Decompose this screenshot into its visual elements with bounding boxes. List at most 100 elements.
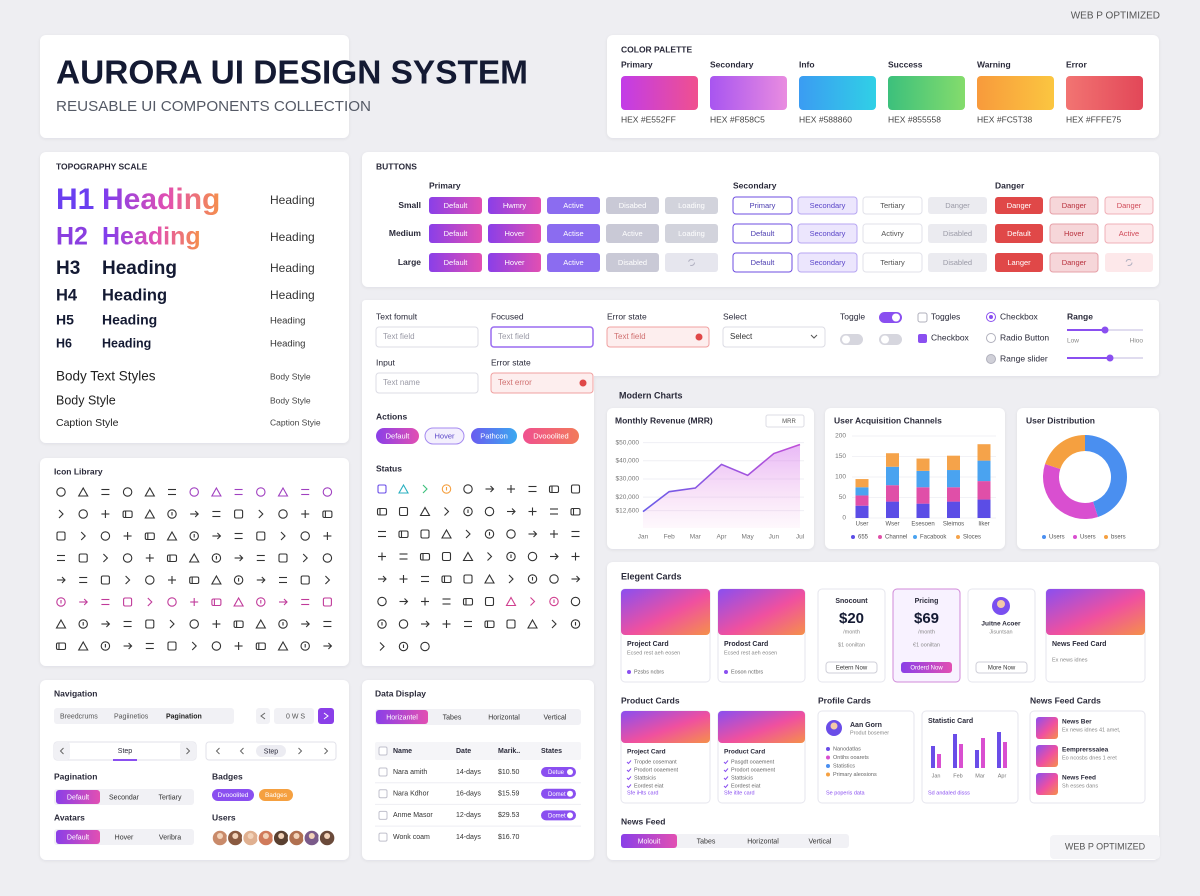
button[interactable] [797, 223, 858, 244]
checkbox[interactable] [918, 334, 927, 343]
breadcrumb[interactable]: Pagination [166, 713, 202, 720]
button-label[interactable]: Active [563, 201, 583, 210]
button[interactable] [732, 196, 793, 215]
tab[interactable]: Horizontal [747, 838, 779, 845]
button-label[interactable]: Default [1007, 229, 1032, 238]
action-pill[interactable] [523, 428, 579, 444]
checkbox[interactable] [378, 810, 388, 820]
tab[interactable]: Default [67, 794, 89, 801]
input[interactable] [606, 326, 710, 348]
button-label[interactable]: Danger [1007, 201, 1032, 210]
input[interactable] [722, 326, 826, 348]
tab-active[interactable] [376, 710, 428, 724]
button-label[interactable]: Disabled [618, 258, 647, 267]
button[interactable] [797, 196, 858, 215]
button[interactable] [862, 252, 923, 273]
button[interactable] [488, 197, 541, 214]
button[interactable] [1049, 223, 1099, 244]
placeholder[interactable]: Select [730, 332, 753, 341]
button[interactable] [606, 197, 659, 214]
tab[interactable]: Hover [115, 834, 134, 841]
pager-button[interactable] [318, 708, 334, 724]
button-label[interactable]: More Now [988, 666, 1016, 672]
placeholder[interactable]: Text field [614, 332, 646, 341]
button[interactable] [1104, 223, 1154, 244]
button-label[interactable]: Actise [563, 229, 583, 238]
checkbox[interactable] [378, 832, 388, 842]
button[interactable] [488, 224, 541, 243]
button-label[interactable]: Default [444, 201, 469, 210]
button[interactable] [732, 223, 793, 244]
action-label[interactable]: Pathcon [480, 431, 508, 440]
button-label[interactable]: Langer [1007, 258, 1031, 267]
button[interactable] [797, 252, 858, 273]
button-label[interactable]: Disabled [943, 258, 972, 267]
button[interactable] [429, 197, 482, 214]
input[interactable] [490, 326, 594, 348]
button-label[interactable]: Active [563, 258, 583, 267]
tab-active[interactable] [56, 790, 100, 804]
button[interactable] [928, 253, 987, 272]
button[interactable] [862, 196, 923, 215]
button-label[interactable]: Tertiary [880, 201, 905, 210]
button[interactable] [665, 224, 718, 243]
action-label[interactable]: Hover [434, 431, 455, 440]
button[interactable] [1049, 196, 1099, 215]
button[interactable] [547, 224, 600, 243]
placeholder[interactable]: Text field [383, 332, 415, 341]
button-label[interactable]: Danger [1062, 258, 1087, 267]
tab[interactable]: Vertical [544, 714, 567, 721]
button-label[interactable]: Primary [750, 201, 776, 210]
button[interactable] [1049, 252, 1099, 273]
tab-active[interactable] [621, 834, 677, 848]
button[interactable] [995, 224, 1043, 243]
button[interactable] [928, 197, 987, 214]
tab-active[interactable] [56, 830, 100, 844]
button[interactable] [429, 253, 482, 272]
button-label[interactable]: Hover [1064, 229, 1085, 238]
button[interactable] [975, 661, 1028, 674]
button[interactable] [606, 253, 659, 272]
tab[interactable]: Vertical [809, 838, 832, 845]
placeholder[interactable]: Text name [383, 378, 420, 387]
button-label[interactable]: Disabled [943, 229, 972, 238]
tab[interactable]: Tertiary [159, 794, 182, 801]
button-label[interactable]: Danger [1062, 201, 1087, 210]
placeholder[interactable]: Text error [498, 378, 532, 387]
button-label[interactable]: Danger [945, 201, 970, 210]
button-label[interactable]: Secondary [810, 258, 846, 267]
placeholder[interactable]: Text field [498, 332, 530, 341]
tab[interactable]: Molouit [638, 838, 661, 845]
button[interactable] [825, 661, 878, 674]
input[interactable] [375, 326, 479, 348]
action-pill[interactable] [376, 428, 419, 444]
button[interactable] [547, 253, 600, 272]
button-label[interactable]: Tertiary [880, 258, 905, 267]
button[interactable] [995, 253, 1043, 272]
button-label[interactable]: Hover [504, 258, 525, 267]
tab[interactable]: Horizantel [386, 714, 418, 721]
button-label[interactable]: Loading [678, 201, 705, 210]
button-label[interactable]: Activry [881, 229, 904, 238]
button[interactable] [1104, 196, 1154, 215]
button-label[interactable]: Secondary [810, 229, 846, 238]
button-label[interactable]: Default [444, 229, 469, 238]
button-label[interactable]: Default [751, 258, 776, 267]
button[interactable] [429, 224, 482, 243]
button[interactable] [862, 223, 923, 244]
button-label[interactable]: Disabed [619, 201, 647, 210]
button-label[interactable]: Default [444, 258, 469, 267]
tab[interactable]: Tabes [697, 838, 716, 845]
button-label[interactable]: Default [751, 229, 776, 238]
action-label[interactable]: Default [386, 431, 411, 440]
button[interactable] [901, 662, 952, 673]
button-label[interactable]: Hover [504, 229, 525, 238]
tab[interactable]: Tabes [443, 714, 462, 721]
button[interactable] [732, 252, 793, 273]
button-label[interactable]: Danger [1117, 201, 1142, 210]
checkbox[interactable] [378, 789, 388, 799]
button-label[interactable]: Loading [678, 229, 705, 238]
tab[interactable]: Secondar [109, 794, 140, 801]
tab[interactable]: Default [67, 834, 89, 841]
button-label[interactable]: Active [622, 229, 642, 238]
